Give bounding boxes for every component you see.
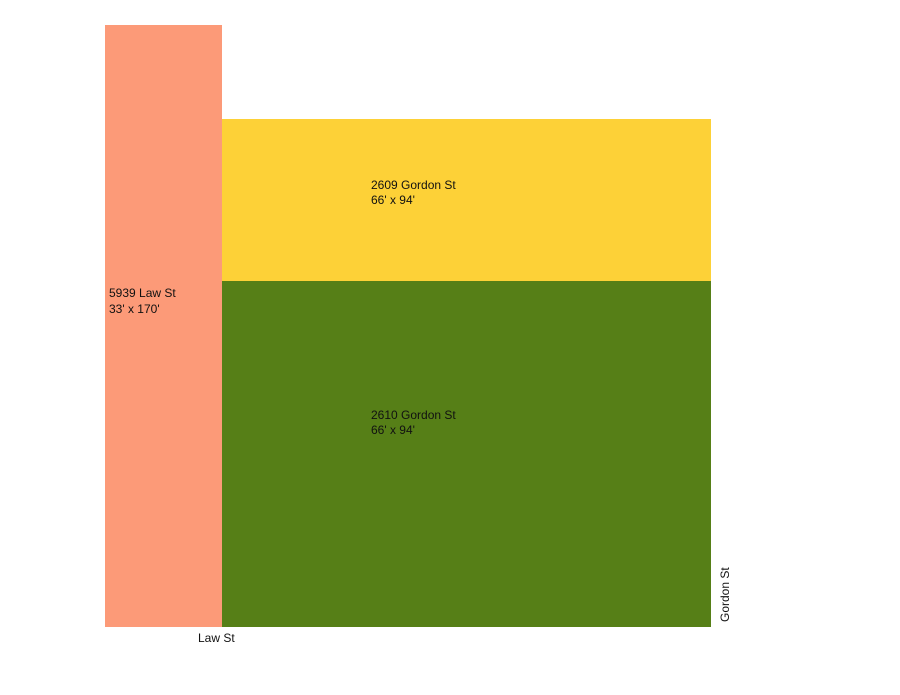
parcel-gordon-2610	[222, 281, 711, 627]
parcel-address: 5939 Law St	[109, 286, 176, 300]
street-label: Gordon St	[718, 567, 732, 622]
parcel-dimensions: 33' x 170'	[109, 302, 160, 316]
parcel-dimensions: 66' x 94'	[371, 423, 415, 437]
parcel-address: 2609 Gordon St	[371, 178, 456, 192]
parcel-dimensions: 66' x 94'	[371, 193, 415, 207]
parcel-address: 2610 Gordon St	[371, 408, 456, 422]
street-label: Law St	[198, 631, 235, 645]
parcel-gordon-2609	[222, 119, 711, 281]
parcel-law	[105, 25, 222, 627]
